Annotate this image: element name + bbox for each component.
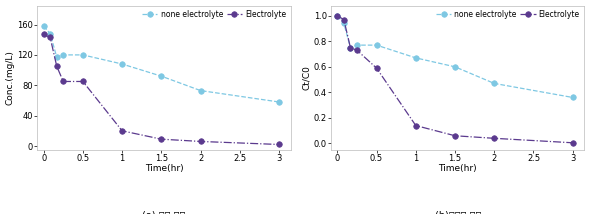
- Electrolyte: [569, 141, 576, 144]
- Y-axis label: Ct/C0: Ct/C0: [302, 65, 311, 90]
- X-axis label: Time(hr): Time(hr): [438, 164, 477, 173]
- none electrolyte: [158, 75, 165, 77]
- Electrolyte: [412, 124, 419, 127]
- Electrolyte: [373, 67, 380, 69]
- Electrolyte: [79, 80, 86, 83]
- none electrolyte: [334, 15, 341, 17]
- none electrolyte: [412, 57, 419, 59]
- Electrolyte: [60, 80, 67, 83]
- none electrolyte: [491, 82, 498, 85]
- Line: Electrolyte: Electrolyte: [41, 32, 282, 147]
- Electrolyte: [276, 143, 283, 146]
- Electrolyte: [197, 140, 204, 143]
- Y-axis label: Conc.(mg/L): Conc.(mg/L): [5, 50, 15, 105]
- Legend: none electrolyte, Electrolyte: none electrolyte, Electrolyte: [435, 9, 581, 20]
- none electrolyte: [119, 63, 126, 65]
- none electrolyte: [569, 96, 576, 99]
- none electrolyte: [40, 25, 47, 27]
- none electrolyte: [353, 44, 360, 46]
- Electrolyte: [451, 134, 458, 137]
- Line: Electrolyte: Electrolyte: [335, 13, 575, 146]
- none electrolyte: [79, 54, 86, 56]
- Line: none electrolyte: none electrolyte: [335, 13, 575, 100]
- X-axis label: Time(hr): Time(hr): [145, 164, 183, 173]
- Electrolyte: [40, 33, 47, 36]
- Electrolyte: [491, 137, 498, 140]
- Electrolyte: [353, 49, 360, 52]
- none electrolyte: [276, 101, 283, 103]
- none electrolyte: [53, 56, 60, 58]
- none electrolyte: [347, 46, 354, 49]
- Text: (a) 농도 변화: (a) 농도 변화: [142, 210, 186, 214]
- Electrolyte: [119, 129, 126, 132]
- Line: none electrolyte: none electrolyte: [41, 23, 282, 105]
- Electrolyte: [47, 36, 54, 39]
- none electrolyte: [47, 32, 54, 35]
- Text: (b)농도비 변화: (b)농도비 변화: [435, 210, 481, 214]
- none electrolyte: [197, 89, 204, 92]
- none electrolyte: [60, 54, 67, 56]
- none electrolyte: [451, 65, 458, 68]
- none electrolyte: [373, 44, 380, 46]
- none electrolyte: [340, 22, 348, 25]
- Electrolyte: [158, 138, 165, 140]
- Electrolyte: [53, 65, 60, 68]
- Electrolyte: [347, 46, 354, 49]
- Legend: none electrolyte, Electrolyte: none electrolyte, Electrolyte: [142, 9, 287, 20]
- Electrolyte: [334, 15, 341, 17]
- Electrolyte: [340, 18, 348, 21]
